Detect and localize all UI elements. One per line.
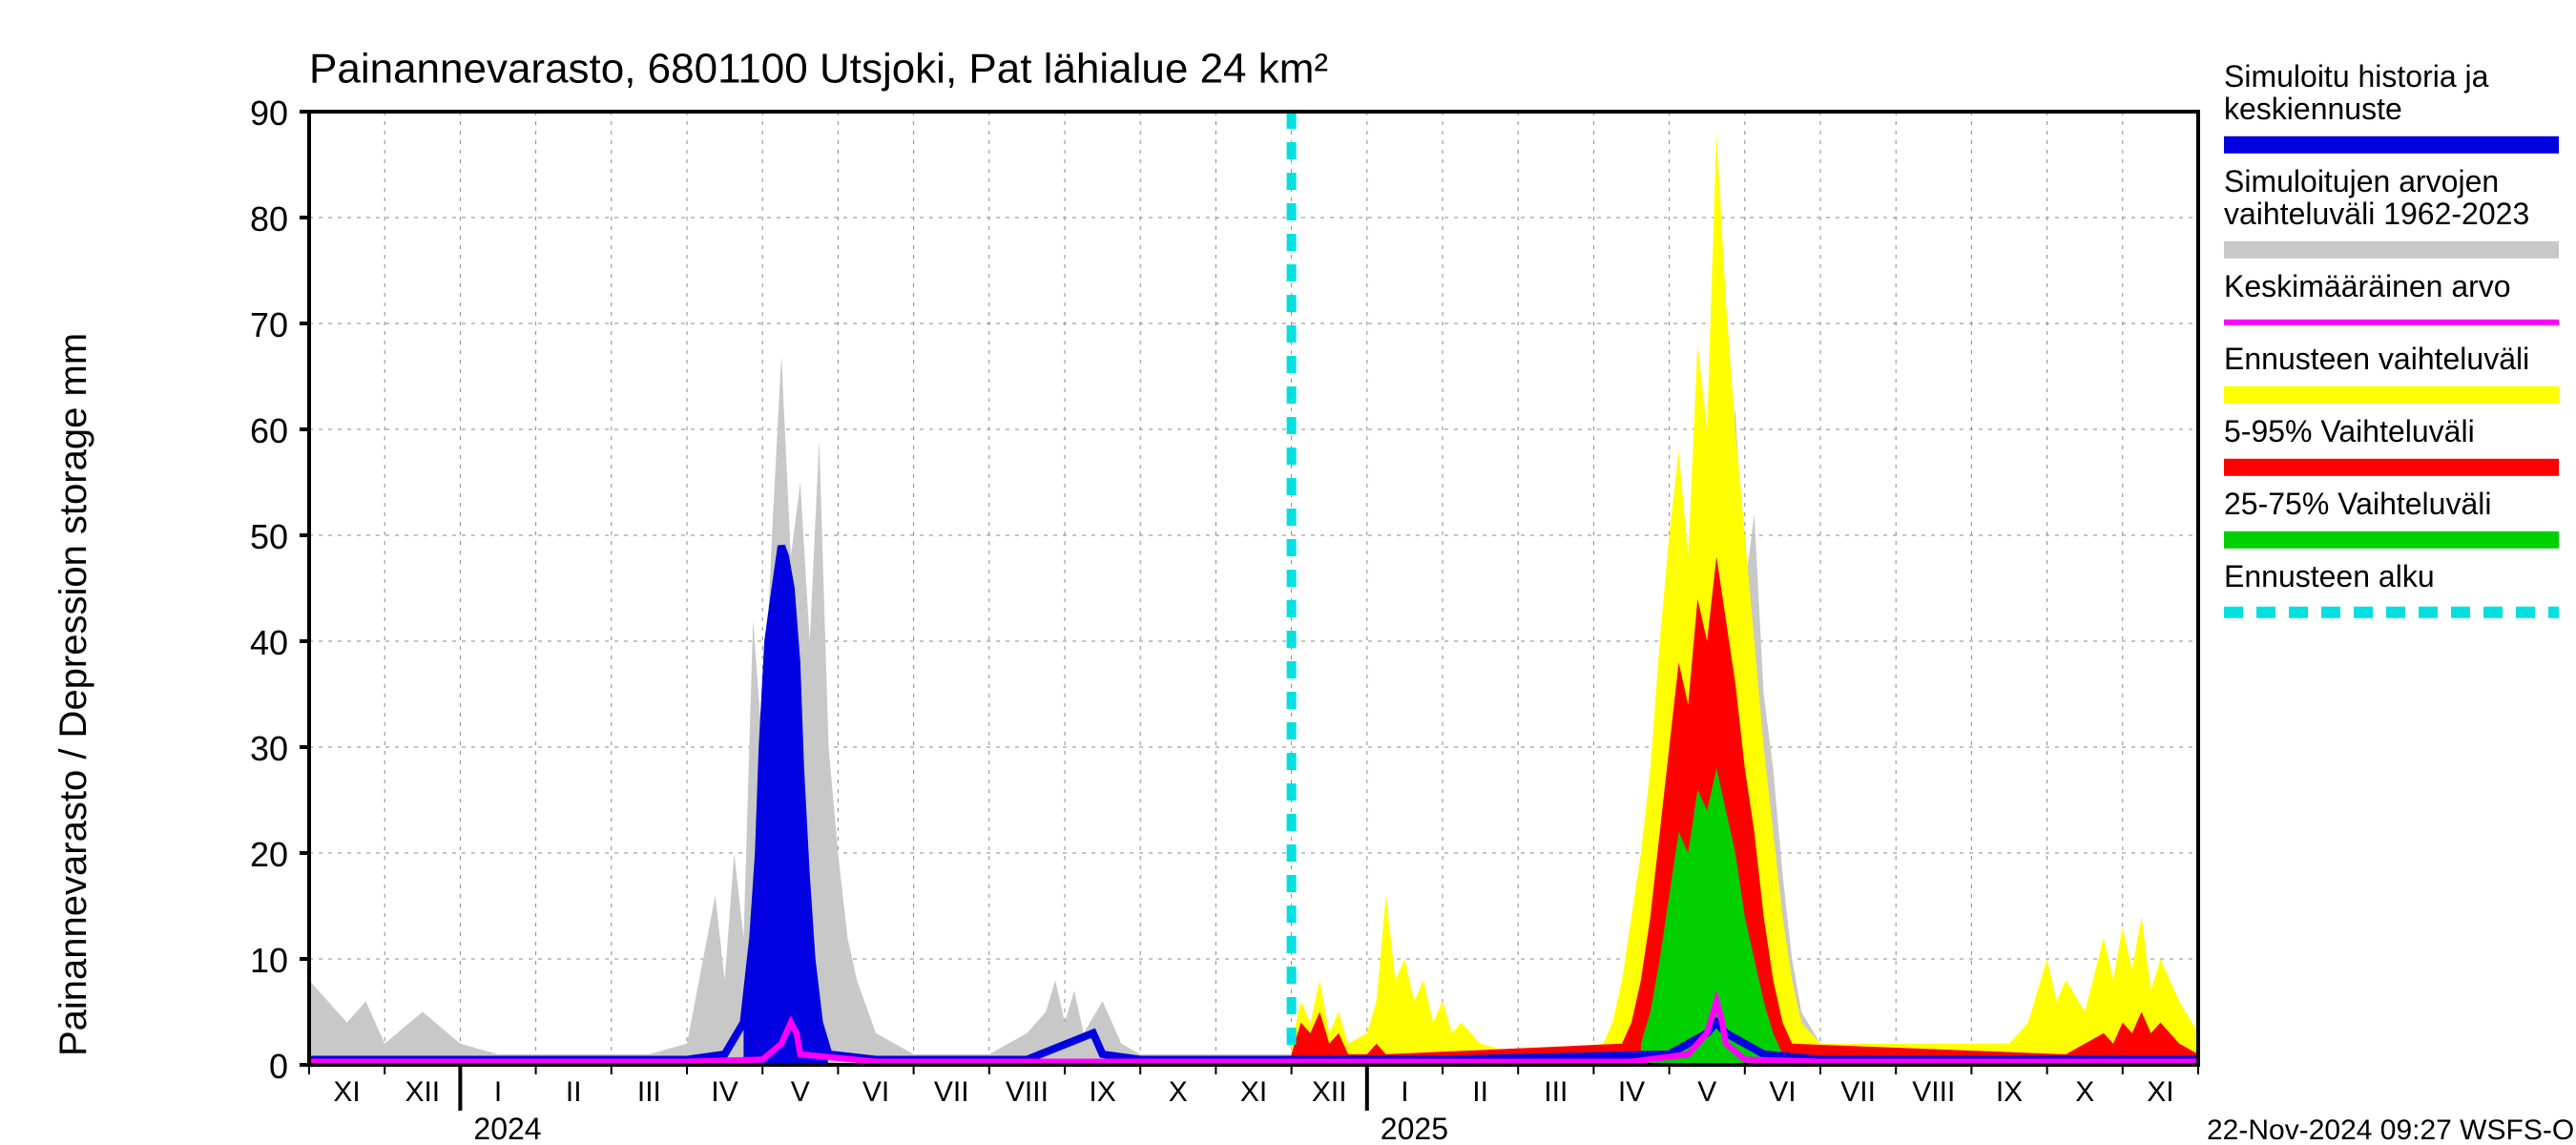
x-month-label: X	[2075, 1076, 2094, 1108]
chart-container: 0102030405060708090XIXIIIIIIIIIVVVIVIIVI…	[0, 0, 2576, 1145]
legend-label: Ennusteen alku	[2224, 559, 2435, 593]
x-month-label: V	[791, 1076, 810, 1108]
x-month-label: IX	[1996, 1076, 2023, 1108]
legend-label: 25-75% Vaihteluväli	[2224, 487, 2491, 521]
legend-swatch	[2224, 531, 2559, 549]
chart-title: Painannevarasto, 6801100 Utsjoki, Pat lä…	[309, 45, 1328, 92]
x-month-label: II	[566, 1076, 582, 1108]
x-month-label: XI	[1240, 1076, 1267, 1108]
x-month-label: IV	[711, 1076, 737, 1108]
x-month-label: VIII	[1006, 1076, 1049, 1108]
legend-label: Keskimääräinen arvo	[2224, 269, 2511, 303]
x-month-label: XII	[1312, 1076, 1347, 1108]
legend-label: 5-95% Vaihteluväli	[2224, 414, 2475, 448]
y-tick-label: 90	[250, 94, 288, 133]
y-axis-label: Painannevarasto / Depression storage mm	[52, 333, 94, 1056]
chart-svg: 0102030405060708090XIXIIIIIIIIIVVVIVIIVI…	[0, 0, 2576, 1145]
x-month-label: XII	[405, 1076, 440, 1108]
x-month-label: II	[1472, 1076, 1488, 1108]
legend-label: keskiennuste	[2224, 92, 2402, 126]
x-month-label: XI	[333, 1076, 360, 1108]
x-month-label: III	[637, 1076, 661, 1108]
y-tick-label: 10	[250, 941, 288, 980]
x-month-label: IV	[1618, 1076, 1645, 1108]
x-month-label: VII	[1840, 1076, 1876, 1108]
y-tick-label: 0	[269, 1047, 288, 1086]
x-month-label: I	[494, 1076, 502, 1108]
year-label: 2024	[473, 1112, 541, 1145]
x-month-label: III	[1544, 1076, 1568, 1108]
x-month-label: VII	[934, 1076, 969, 1108]
y-tick-label: 30	[250, 729, 288, 768]
y-tick-label: 70	[250, 305, 288, 344]
y-tick-label: 80	[250, 199, 288, 239]
x-month-label: XI	[2147, 1076, 2173, 1108]
legend-label: Simuloitujen arvojen	[2224, 164, 2499, 198]
x-month-label: VIII	[1912, 1076, 1955, 1108]
x-month-label: VI	[862, 1076, 889, 1108]
y-tick-label: 20	[250, 835, 288, 874]
legend-swatch	[2224, 386, 2559, 404]
x-month-label: V	[1697, 1076, 1716, 1108]
x-month-label: I	[1401, 1076, 1408, 1108]
y-tick-label: 60	[250, 411, 288, 450]
legend-swatch	[2224, 136, 2559, 154]
y-tick-label: 40	[250, 623, 288, 662]
legend-swatch	[2224, 320, 2559, 325]
legend-label: vaihteluväli 1962-2023	[2224, 197, 2529, 231]
legend-label: Simuloitu historia ja	[2224, 59, 2489, 94]
legend-label: Ennusteen vaihteluväli	[2224, 342, 2529, 376]
y-tick-label: 50	[250, 517, 288, 556]
x-month-label: IX	[1089, 1076, 1115, 1108]
legend-swatch	[2224, 459, 2559, 476]
x-month-label: VI	[1769, 1076, 1796, 1108]
x-month-label: X	[1169, 1076, 1188, 1108]
year-label: 2025	[1381, 1112, 1448, 1145]
legend-swatch	[2224, 241, 2559, 259]
footer-timestamp: 22-Nov-2024 09:27 WSFS-O	[2207, 1114, 2574, 1145]
